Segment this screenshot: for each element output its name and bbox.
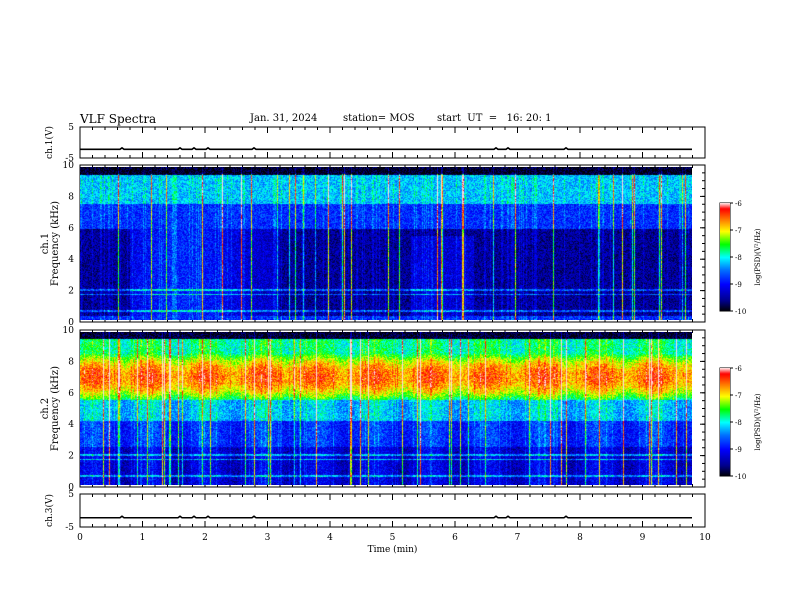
panel3-ylabel-channel: ch.2	[40, 398, 51, 420]
x-tick-label: 6	[452, 533, 458, 543]
panel4-ylabel: ch.3(V)	[44, 494, 55, 527]
colorbar1-tick-label: -6	[735, 200, 742, 208]
station-label: station= MOS	[343, 113, 415, 124]
ch2-spectrogram-image	[80, 332, 692, 485]
colorbar1-tick-label: -10	[735, 308, 746, 316]
panel1-ytick-label: 5	[68, 123, 74, 133]
panel3-ytick-label: 4	[68, 420, 74, 430]
panel3-ytick-label: 6	[68, 389, 74, 399]
panel1-ytick-label: -5	[65, 154, 74, 164]
panel1-waveform-line	[80, 146, 692, 151]
colorbar2-tick-label: -10	[735, 473, 746, 481]
start-time-label: start UT = 16: 20: 1	[437, 113, 552, 124]
colorbar1-label: log(PSD)(V²/Hz)	[754, 228, 762, 285]
x-tick-label: 10	[699, 533, 711, 543]
colorbar2-tick-label: -8	[735, 419, 742, 427]
x-tick-label: 8	[577, 533, 583, 543]
x-tick-label: 2	[202, 533, 208, 543]
figure-title: VLF Spectra	[80, 112, 157, 126]
date-label: Jan. 31, 2024	[250, 113, 318, 124]
panel4-waveform-line	[80, 515, 692, 519]
panel2-ylabel-channel: ch.1	[40, 233, 51, 255]
panel3-ytick-label: 10	[63, 326, 75, 336]
x-tick-label: 3	[265, 533, 271, 543]
x-tick-label: 0	[77, 533, 83, 543]
x-axis-label: Time (min)	[368, 544, 418, 555]
colorbar1-tick-label: -7	[735, 227, 742, 235]
ch1-spectrogram-image	[80, 167, 692, 320]
panel2-ytick-label: 8	[68, 192, 74, 202]
panel2-ytick-label: 10	[63, 161, 75, 171]
panel1-ylabel: ch.1(V)	[44, 126, 55, 159]
colorbar1-tick-label: -9	[735, 281, 742, 289]
x-tick-label: 7	[515, 533, 521, 543]
colorbar1-tick-label: -8	[735, 254, 742, 262]
panel3-ylabel-frequency: Frequency (kHz)	[50, 366, 61, 451]
panel4-ytick-label: -5	[65, 523, 74, 533]
panel2-ytick-label: 4	[68, 255, 74, 265]
panel2-ytick-label: 2	[68, 287, 74, 297]
x-tick-label: 9	[640, 533, 646, 543]
x-tick-label: 1	[140, 533, 146, 543]
panel2-ytick-label: 6	[68, 224, 74, 234]
x-tick-label: 5	[390, 533, 396, 543]
panel2-ytick-label: 0	[68, 318, 74, 328]
colorbar2-tick-label: -6	[735, 365, 742, 373]
x-tick-label: 4	[327, 533, 333, 543]
panel4-ytick-label: 5	[68, 490, 74, 500]
panel3-ytick-label: 0	[68, 483, 74, 493]
colorbar2-tick-label: -9	[735, 446, 742, 454]
colorbar2-tick-label: -7	[735, 392, 742, 400]
panel3-ytick-label: 8	[68, 357, 74, 367]
panel3-ytick-label: 2	[68, 452, 74, 462]
panel2-ylabel-frequency: Frequency (kHz)	[50, 201, 61, 286]
ch1-colorbar-image	[720, 203, 730, 311]
ch2-colorbar-image	[720, 368, 730, 476]
colorbar2-label: log(PSD)(V²/Hz)	[754, 393, 762, 450]
